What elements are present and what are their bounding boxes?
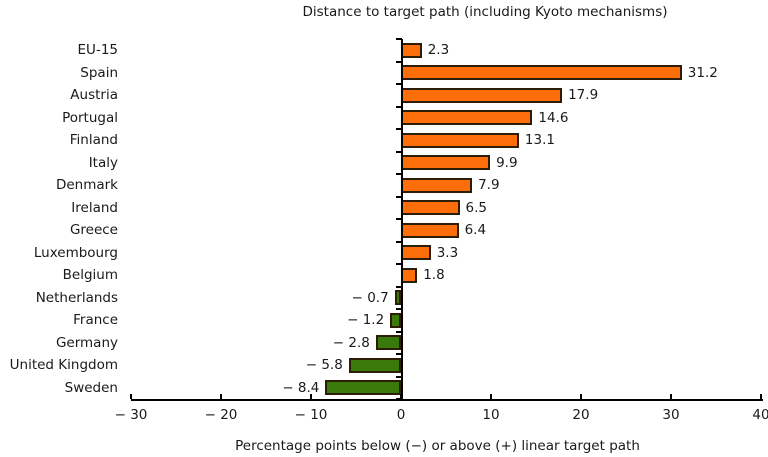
category-label: Italy (88, 154, 118, 171)
category-label: Sweden (64, 379, 118, 396)
value-label: 31.2 (687, 64, 718, 81)
x-tick-label: − 10 (294, 407, 328, 423)
x-axis-tick (760, 394, 762, 399)
category-axis-tick (396, 285, 402, 288)
chart-title: Distance to target path (including Kyoto… (302, 4, 668, 20)
x-tick-label: − 30 (114, 407, 148, 423)
value-label: − 2.8 (332, 334, 370, 351)
x-tick-label: 10 (482, 407, 500, 423)
category-label: United Kingdom (9, 357, 118, 374)
category-axis-tick (396, 105, 402, 108)
bar-positive (401, 65, 682, 81)
value-label: 13.1 (524, 132, 555, 149)
category-label: Germany (55, 334, 118, 351)
category-axis-tick (396, 240, 402, 243)
x-axis-tick (490, 394, 492, 399)
bar-negative (394, 290, 401, 306)
value-label: − 8.4 (282, 379, 320, 396)
category-axis-tick (396, 195, 402, 198)
category-axis-tick (396, 375, 402, 378)
category-label: Netherlands (35, 289, 118, 306)
bar-positive (401, 155, 491, 171)
bar-positive (401, 267, 418, 283)
x-tick-label: 30 (662, 407, 680, 423)
bar-positive (401, 245, 431, 261)
bar-positive (401, 87, 563, 103)
value-label: 14.6 (538, 109, 569, 126)
x-axis-tick (130, 394, 132, 399)
category-axis-tick (396, 38, 402, 40)
category-axis-tick (396, 353, 402, 355)
category-label: Spain (80, 64, 118, 81)
bar-positive (401, 222, 459, 238)
value-label: 3.3 (436, 244, 459, 261)
value-label: 6.4 (464, 222, 487, 239)
category-axis-tick (396, 330, 402, 333)
category-axis-tick (396, 173, 402, 175)
category-axis-tick (396, 150, 402, 153)
category-axis-tick (396, 83, 402, 85)
category-axis-tick (396, 263, 402, 265)
category-axis-tick (396, 128, 402, 130)
value-label: 2.3 (427, 42, 450, 59)
category-label: France (73, 312, 118, 329)
category-label: Ireland (71, 199, 118, 216)
bar-positive (401, 200, 460, 216)
x-axis-line (131, 399, 763, 401)
category-label: Portugal (62, 109, 118, 126)
category-axis-tick (396, 308, 402, 310)
value-label: 1.8 (423, 267, 445, 284)
value-label: 6.5 (465, 199, 487, 216)
x-tick-label: − 20 (204, 407, 238, 423)
bar-positive (401, 42, 422, 58)
x-axis-tick (670, 394, 672, 399)
bar-positive (401, 110, 533, 126)
value-label: 7.9 (478, 177, 500, 194)
value-label: − 1.2 (347, 312, 385, 329)
category-label: EU-15 (77, 42, 118, 59)
x-axis-tick (220, 394, 222, 399)
category-label: Austria (70, 87, 118, 104)
bar-negative (325, 380, 401, 396)
bar-positive (401, 132, 519, 148)
bar-positive (401, 177, 473, 193)
value-label: − 0.7 (351, 289, 389, 306)
category-axis-tick (396, 60, 402, 63)
category-axis-tick (396, 218, 402, 220)
bar-negative (348, 357, 401, 373)
value-label: 9.9 (496, 154, 518, 171)
bar-negative (375, 335, 401, 351)
category-label: Belgium (62, 267, 118, 284)
category-label: Greece (69, 222, 118, 239)
bar-negative (390, 312, 401, 328)
x-axis-caption: Percentage points below (−) or above (+)… (235, 438, 640, 454)
zero-line (401, 39, 403, 401)
x-tick-label: 40 (752, 407, 768, 423)
x-tick-label: 0 (396, 407, 406, 423)
category-label: Finland (69, 132, 118, 149)
category-label: Luxembourg (33, 244, 118, 261)
x-axis-tick (580, 394, 582, 399)
x-axis-tick (400, 394, 402, 399)
category-label: Denmark (55, 177, 118, 194)
x-tick-label: 20 (572, 407, 590, 423)
x-axis-tick (310, 394, 312, 399)
value-label: 17.9 (568, 87, 599, 104)
value-label: − 5.8 (305, 357, 343, 374)
